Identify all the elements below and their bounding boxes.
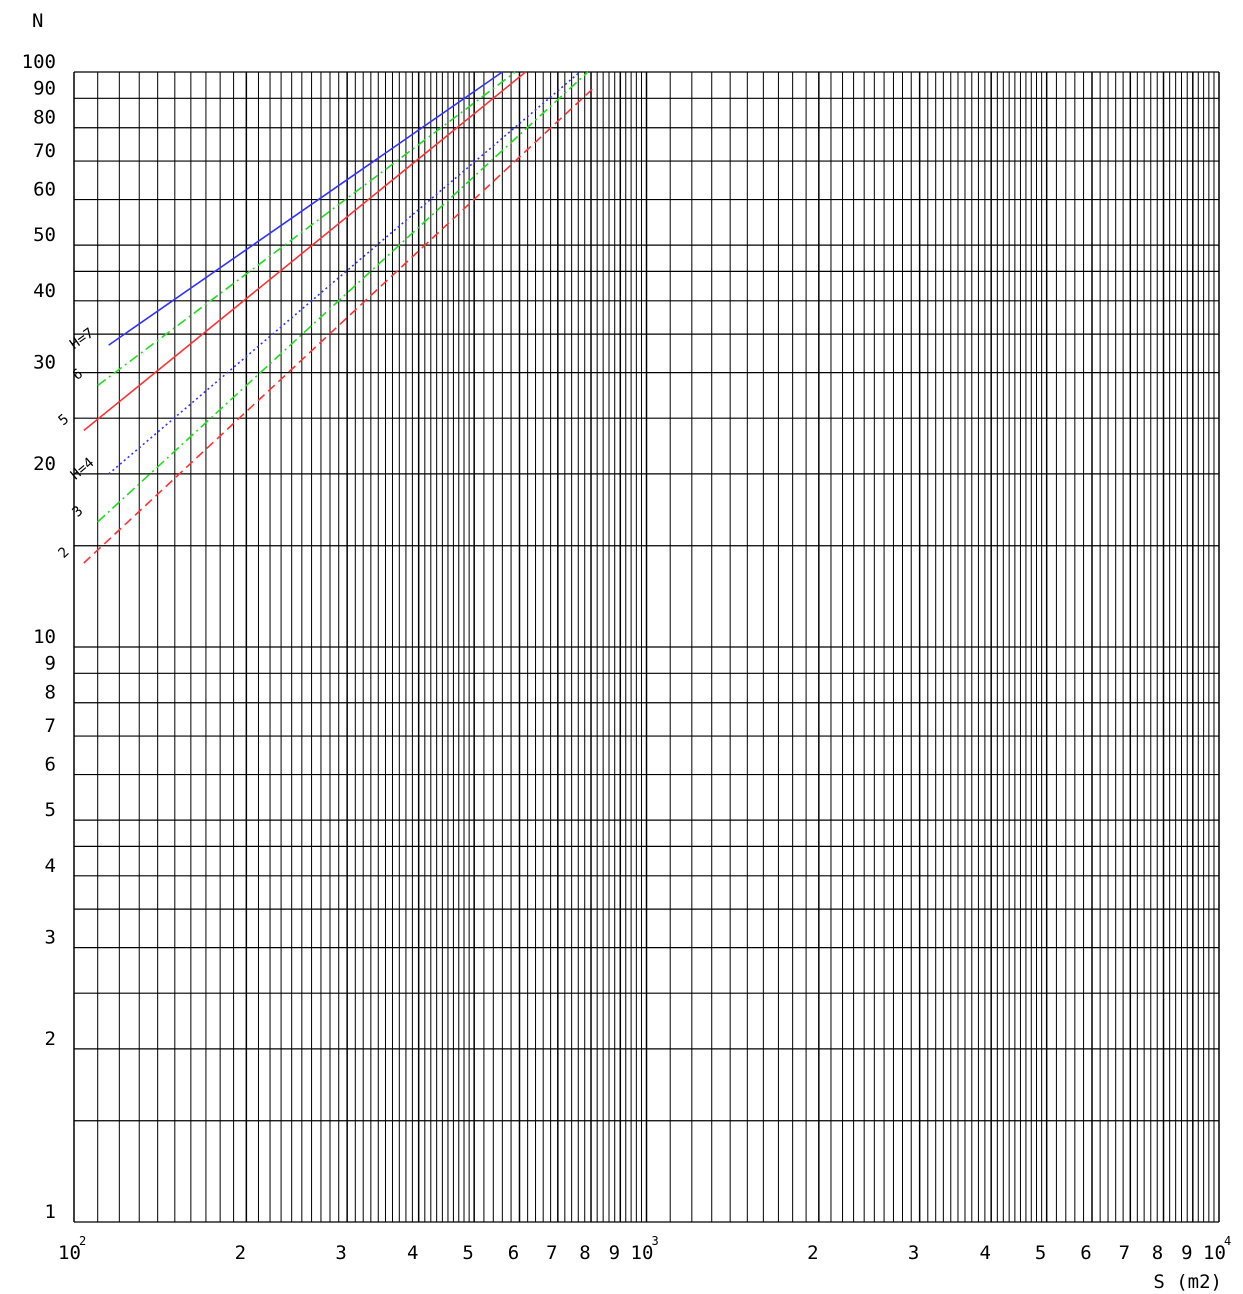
x-tick-label: 3 xyxy=(908,1242,919,1264)
x-tick-label: 5 xyxy=(462,1242,473,1264)
x-tick-label: 6 xyxy=(508,1242,519,1264)
x-tick-label: 10 xyxy=(58,1242,81,1264)
x-tick-exponent: 2 xyxy=(79,1234,86,1248)
x-tick-label: 9 xyxy=(1181,1242,1192,1264)
x-tick-label: 6 xyxy=(1080,1242,1091,1264)
y-tick-label: 7 xyxy=(45,715,56,737)
curve-5 xyxy=(97,71,589,523)
y-tick-label: 5 xyxy=(45,799,56,821)
plot-grid xyxy=(73,71,1220,1223)
x-tick-label: 7 xyxy=(546,1242,557,1264)
curve-3 xyxy=(83,71,527,432)
curve-1 xyxy=(108,71,503,346)
y-tick-label: 100 xyxy=(22,51,56,73)
y-tick-label: 30 xyxy=(33,352,56,374)
x-tick-label: 4 xyxy=(979,1242,990,1264)
y-tick-label: 50 xyxy=(33,224,56,246)
curve-6 xyxy=(83,86,595,564)
x-tick-label: 8 xyxy=(1152,1242,1163,1264)
x-tick-exponent: 3 xyxy=(652,1234,659,1248)
x-tick-label: 5 xyxy=(1035,1242,1046,1264)
y-tick-label: 8 xyxy=(45,682,56,704)
y-tick-label: 90 xyxy=(33,77,56,99)
y-tick-label: 1 xyxy=(45,1201,56,1223)
x-tick-label: 2 xyxy=(807,1242,818,1264)
x-tick-label: 9 xyxy=(609,1242,620,1264)
y-tick-label: 2 xyxy=(45,1028,56,1050)
y-tick-label: 4 xyxy=(45,855,56,877)
curve-2 xyxy=(97,71,516,387)
y-tick-label: 3 xyxy=(45,927,56,949)
y-tick-label: 70 xyxy=(33,140,56,162)
y-tick-label: 80 xyxy=(33,107,56,129)
x-tick-label: 8 xyxy=(579,1242,590,1264)
y-tick-label: 20 xyxy=(33,453,56,475)
y-tick-label: 6 xyxy=(45,754,56,776)
x-tick-label: 10 xyxy=(1203,1242,1226,1264)
x-tick-label: 4 xyxy=(407,1242,418,1264)
x-tick-label: 7 xyxy=(1119,1242,1130,1264)
curve-4 xyxy=(108,71,581,475)
y-tick-label: 40 xyxy=(33,280,56,302)
y-axis-label: N xyxy=(32,10,43,32)
x-tick-exponent: 4 xyxy=(1224,1234,1231,1248)
y-tick-label: 9 xyxy=(45,652,56,674)
y-tick-label: 60 xyxy=(33,179,56,201)
x-tick-label: 10 xyxy=(631,1242,654,1264)
y-tick-label: 10 xyxy=(33,626,56,648)
x-tick-label: 3 xyxy=(335,1242,346,1264)
x-axis-label: S (m2) xyxy=(1153,1271,1222,1293)
x-tick-label: 2 xyxy=(235,1242,246,1264)
